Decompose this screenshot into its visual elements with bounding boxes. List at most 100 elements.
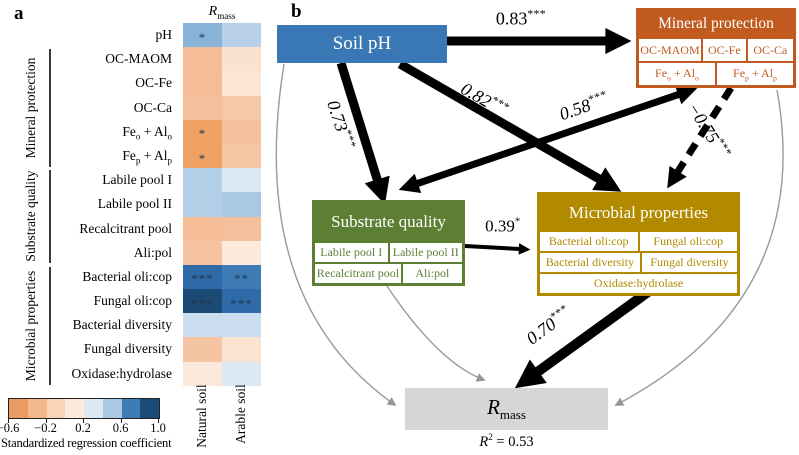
coef-mineral-microbial: −0.75*** [683, 98, 734, 159]
colorbar-tick-label: 1.0 [150, 421, 166, 435]
colorbar-tick-label: −0.6 [0, 421, 20, 435]
heatmap-cell [183, 337, 222, 362]
heatmap-cell [222, 95, 261, 120]
box-mineral-protection: Mineral protection OC-MAOM OC-Fe OC-Ca F… [636, 8, 796, 88]
heatmap-row-label: Fungal oli:cop [93, 293, 172, 309]
category-label-mineral-protection: Mineral protection [23, 57, 38, 159]
coef-microbial-rmass: 0.70*** [522, 302, 571, 349]
coef-soilph-mineral: 0.83*** [495, 8, 547, 29]
colorbar-segment [65, 399, 84, 418]
colorbar-segment [121, 399, 141, 418]
heatmap-row-label: Labile pool II [97, 196, 172, 212]
cell-fungal-diversity: Fungal diversity [640, 252, 738, 273]
heatmap-cell [222, 23, 261, 48]
heatmap-row [183, 168, 261, 193]
cell-feo-alo: Feo + Alo [638, 62, 716, 86]
box-microbial-properties: Microbial properties Bacterial oli:cop F… [537, 192, 740, 296]
heatmap-cell [222, 143, 261, 169]
heatmap-row-label: OC-Fe [135, 75, 172, 91]
heatmap-cell: * [183, 143, 222, 169]
cell-oc-maom: OC-MAOM [638, 38, 702, 62]
heatmap-cell [222, 71, 261, 96]
heatmap-cell: * [183, 23, 222, 48]
cell-oxidase-hydrolase: Oxidase:hydrolase [539, 273, 738, 294]
path-substrate-rmass-gray [384, 282, 486, 382]
coef-soilph-microbial: 0.82*** [457, 78, 512, 114]
heatmap-cell [222, 192, 261, 217]
cell-bacterial-olicop: Bacterial oli:cop [539, 231, 639, 252]
box-soil-ph: Soil pH [277, 25, 447, 63]
column-label-natural-soil: Natural soil [194, 384, 209, 448]
heatmap-row-label: Bacterial oli:cop [82, 268, 172, 284]
column-label-arable-soil: Arable soil [233, 384, 248, 444]
category-label-microbial-properties: Microbial properties [23, 270, 38, 382]
heatmap-row: *** ** [183, 264, 261, 290]
colorbar-tick-label: 0.6 [112, 421, 129, 435]
heatmap-cell [183, 240, 222, 265]
box-rmass: Rmass [405, 388, 608, 430]
r-squared-label: R2 = 0.53 [479, 432, 534, 450]
heatmap-row [183, 192, 261, 217]
colorbar-segment [46, 399, 66, 418]
heatmap-row [183, 71, 261, 96]
bracket-mineral-protection [49, 49, 51, 167]
cell-bacterial-diversity: Bacterial diversity [539, 252, 641, 273]
heatmap-cell [183, 95, 222, 120]
heatmap-cell: * [183, 119, 222, 144]
significance-stars: *** [191, 271, 214, 287]
heatmap-row [183, 313, 261, 338]
colorbar [8, 398, 160, 419]
heatmap-cell: *** [183, 289, 222, 314]
heatmap-row-label: Labile pool I [102, 172, 172, 188]
colorbar-segment [102, 399, 122, 418]
heatmap-cell [222, 216, 261, 241]
heatmap-row [183, 240, 261, 265]
heatmap-cell: *** [222, 289, 261, 314]
colorbar-segment [84, 399, 103, 418]
heatmap-row: *** *** [183, 289, 261, 314]
cell-labile-pool-1: Labile pool I [314, 242, 389, 263]
heatmap-cell: *** [183, 264, 222, 290]
cell-recalcitrant-pool: Recalcitrant pool [314, 263, 402, 284]
colorbar-tick [158, 419, 159, 423]
heatmap-cell [183, 168, 222, 193]
heatmap-cell [183, 47, 222, 72]
coef-substrate-mineral: 0.58*** [556, 88, 609, 125]
box-substrate-quality: Substrate quality Labile pool I Labile p… [312, 200, 465, 286]
path-substrate-microbial [464, 243, 531, 255]
colorbar-segment [9, 399, 28, 418]
significance-stars: ** [234, 271, 249, 287]
heatmap-cell [183, 361, 222, 386]
heatmap-row: * [183, 119, 261, 144]
colorbar-caption: Standardized regression coefficient [1, 436, 172, 450]
heatmap-row [183, 361, 261, 386]
heatmap-row-label: OC-Ca [133, 99, 172, 115]
significance-stars: * [198, 29, 207, 45]
heatmap-row [183, 47, 261, 72]
heatmap-row-label: OC-MAOM [105, 51, 172, 67]
substrate-quality-title: Substrate quality [314, 202, 463, 242]
bracket-microbial-properties [49, 267, 51, 385]
coef-soilph-substrate: 0.73*** [323, 97, 358, 150]
cell-oc-fe: OC-Fe [701, 38, 747, 62]
heatmap-cell [222, 47, 261, 72]
heatmap-row-label: Oxidase:hydrolase [71, 365, 172, 381]
panel-a-label: a [14, 3, 24, 24]
mineral-protection-title: Mineral protection [638, 10, 794, 38]
heatmap-cell [183, 192, 222, 217]
heatmap-row-label: Ali:pol [133, 244, 172, 260]
heatmap-cell [222, 337, 261, 362]
cell-fep-alp: Fep + Alp [716, 62, 794, 86]
significance-stars: *** [230, 295, 253, 311]
heatmap-cell [222, 168, 261, 193]
heatmap-row-label: Fep + Alp [122, 147, 172, 166]
heatmap-row-label: Fungal diversity [83, 341, 172, 357]
heatmap-row: * [183, 23, 261, 48]
heatmap-cell [183, 216, 222, 241]
colorbar-tick-label: 0.2 [75, 421, 91, 435]
colorbar-tick-label: −0.2 [34, 421, 57, 435]
heatmap-cell [222, 240, 261, 265]
colorbar-tick [45, 419, 47, 423]
heatmap-row-label: Feo + Alo [122, 123, 172, 142]
colorbar-tick [8, 419, 9, 423]
